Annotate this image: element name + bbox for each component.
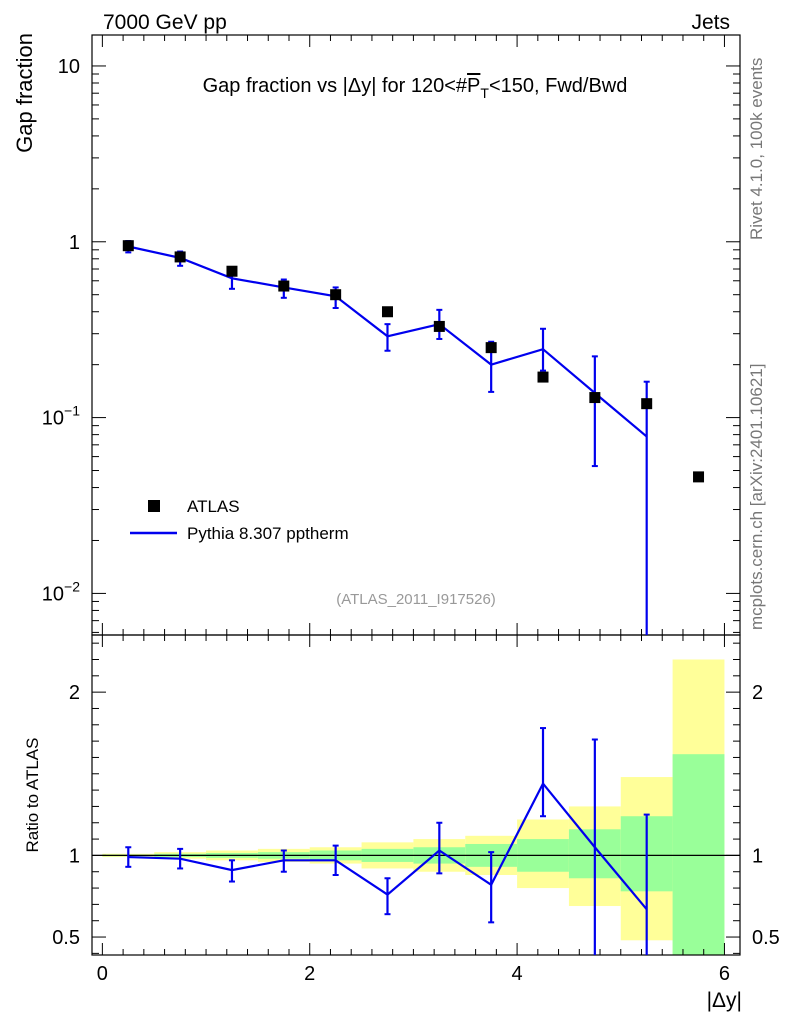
y-tick-base: 1 bbox=[69, 232, 80, 254]
chart-title-main: Gap fraction vs |Δy| for 120<# bbox=[203, 75, 468, 97]
ratio-frame bbox=[91, 634, 741, 956]
ratio-y-axis-title: Ratio to ATLAS bbox=[23, 738, 42, 853]
x-tick-label: 4 bbox=[512, 963, 523, 985]
atlas-data-point bbox=[381, 306, 393, 318]
ratio-tick-label-right: 2 bbox=[752, 682, 763, 704]
ratio-tick-label-left: 1 bbox=[69, 845, 80, 867]
ratio-tick-label-right: 0.5 bbox=[752, 927, 780, 949]
band-inner-bin bbox=[672, 754, 725, 955]
y-tick-label: 10−1 bbox=[42, 403, 80, 430]
main-frame bbox=[91, 34, 741, 636]
legend-mc-label: Pythia 8.307 pptherm bbox=[187, 524, 349, 543]
y-tick-label: 10 bbox=[58, 56, 80, 78]
analysis-tag: (ATLAS_2011_I917526) bbox=[336, 591, 496, 608]
x-tick-label: 0 bbox=[97, 963, 108, 985]
legend-atlas-marker bbox=[148, 500, 160, 512]
atlas-data-point bbox=[226, 265, 238, 277]
chart-title-tail: <150, Fwd/Bwd bbox=[489, 75, 627, 97]
y-tick-base: 10 bbox=[42, 408, 64, 430]
header-left: 7000 GeV pp bbox=[103, 11, 227, 34]
atlas-data-point bbox=[330, 289, 342, 301]
x-axis-title: |Δy| bbox=[707, 989, 742, 1012]
y-tick-exp: −2 bbox=[64, 578, 80, 594]
x-tick-label: 6 bbox=[719, 963, 730, 985]
chart-title-p: P bbox=[467, 75, 480, 97]
y-tick-base: 10 bbox=[58, 56, 80, 78]
legend-atlas-label: ATLAS bbox=[187, 497, 240, 516]
y-tick-label: 1 bbox=[69, 232, 80, 254]
atlas-data-point bbox=[537, 371, 549, 383]
chart-title: Gap fraction vs |Δy| for 120<#PT<150, Fw… bbox=[203, 75, 628, 101]
y-axis-title: Gap fraction bbox=[12, 33, 37, 153]
atlas-data-point bbox=[433, 320, 445, 332]
y-tick-exp: −1 bbox=[64, 403, 80, 419]
ratio-tick-label-right: 1 bbox=[752, 845, 763, 867]
atlas-data-point bbox=[589, 392, 601, 404]
atlas-data-point bbox=[641, 398, 653, 410]
atlas-data-point bbox=[122, 240, 134, 252]
ratio-plot-area bbox=[125, 727, 650, 955]
mcplots-label: mcplots.cern.ch [arXiv:2401.10621] bbox=[747, 364, 766, 630]
chart-title-sub: T bbox=[480, 85, 489, 101]
main-plot-area bbox=[122, 240, 705, 635]
rivet-label: Rivet 4.1.0, 100k events bbox=[747, 58, 766, 240]
y-tick-label: 10−2 bbox=[42, 578, 80, 605]
ratio-bands bbox=[102, 659, 725, 955]
atlas-data-point bbox=[693, 471, 705, 483]
x-tick-label: 2 bbox=[304, 963, 315, 985]
ratio-tick-label-left: 2 bbox=[69, 682, 80, 704]
header-right: Jets bbox=[691, 11, 730, 34]
atlas-data-point bbox=[174, 251, 186, 263]
ratio-tick-label-left: 0.5 bbox=[52, 927, 80, 949]
atlas-data-point bbox=[278, 280, 290, 292]
atlas-data-point bbox=[485, 342, 497, 354]
y-tick-base: 10 bbox=[42, 583, 64, 605]
